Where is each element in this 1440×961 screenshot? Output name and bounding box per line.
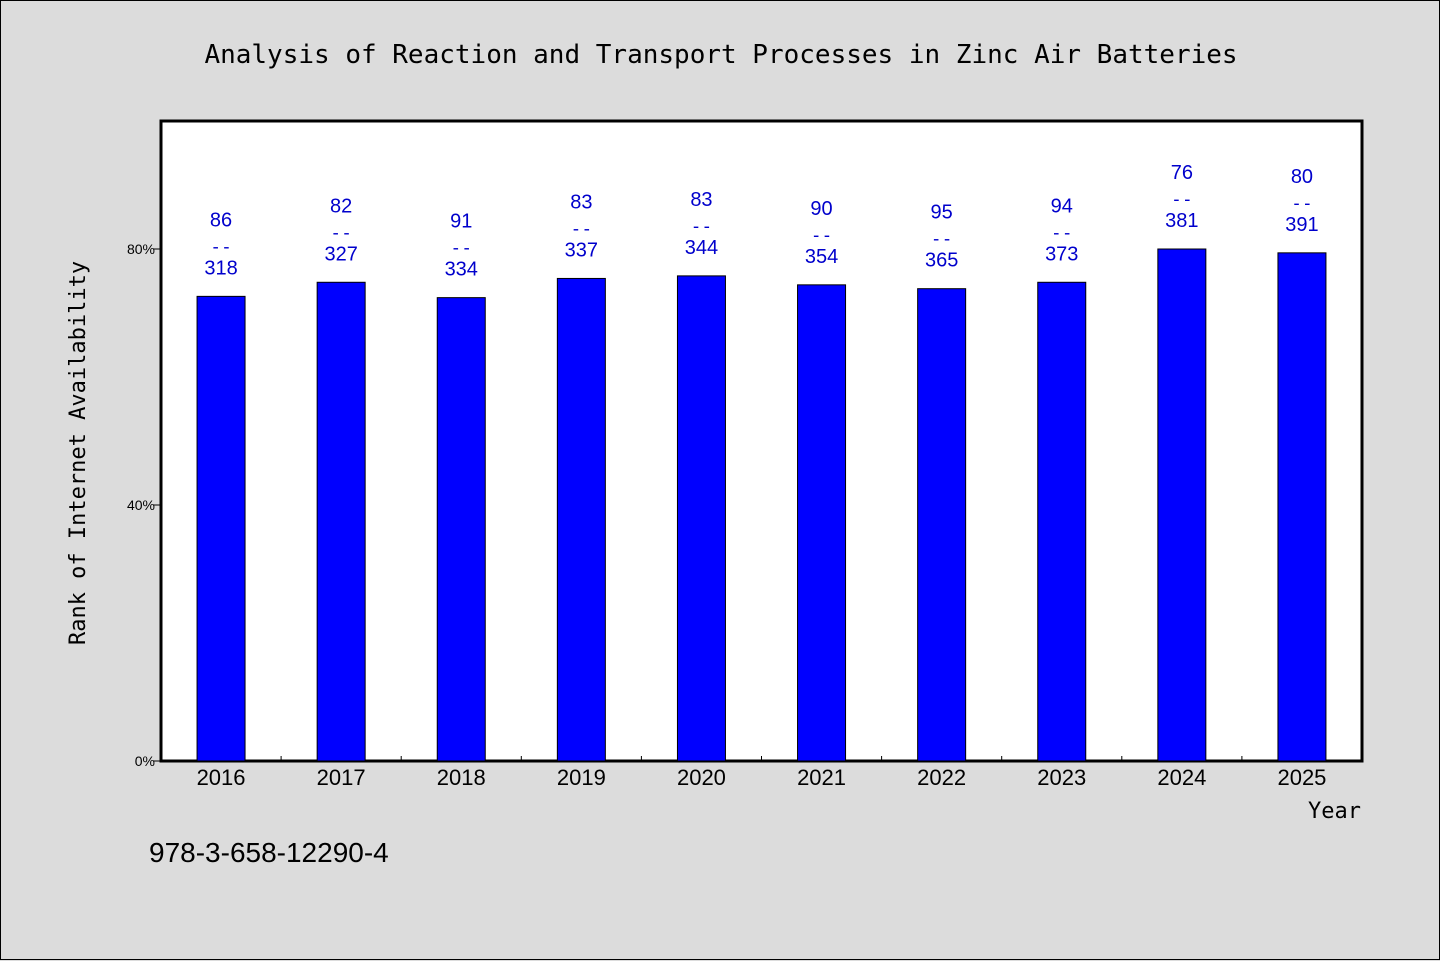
bar-label-bottom: 334 — [445, 259, 478, 281]
y-axis-ticks: 0% 40% 80% — [127, 241, 161, 769]
bar-label-bottom: 381 — [1165, 210, 1198, 232]
bar-label-separator: -- — [1171, 189, 1193, 210]
bar-label-separator: -- — [571, 218, 593, 239]
bar-label-separator: -- — [1291, 193, 1313, 214]
x-tick-label: 2024 — [1157, 765, 1206, 790]
y-tick-label: 80% — [127, 241, 155, 257]
bar-2022 — [917, 288, 967, 762]
x-axis-ticks: 2016 2017 2018 2019 2020 2021 2022 2023 2024 2025 — [197, 756, 1326, 790]
bar-2020 — [676, 275, 726, 762]
bar-label-bottom: 354 — [805, 246, 838, 268]
bar-2025 — [1277, 252, 1327, 762]
x-tick-label: 2020 — [677, 765, 726, 790]
x-tick-label: 2025 — [1277, 765, 1326, 790]
bar-label-separator: -- — [1051, 222, 1073, 243]
bar-label-bottom: 318 — [204, 257, 237, 279]
bar-label-top: 90 — [810, 198, 832, 220]
bar-label-top: 76 — [1171, 162, 1193, 184]
bar-label-top: 95 — [931, 202, 953, 224]
bar-label-separator: -- — [330, 222, 352, 243]
chart-title: Analysis of Reaction and Transport Proce… — [204, 40, 1237, 70]
x-axis-label: Year — [1308, 799, 1361, 824]
bar-label-top: 86 — [210, 209, 232, 231]
bar-label-bottom: 391 — [1285, 214, 1318, 236]
bar-2017 — [316, 281, 366, 762]
y-tick-label: 0% — [135, 753, 155, 769]
bars-group — [196, 248, 1327, 762]
bar-label-separator: -- — [210, 236, 232, 257]
x-tick-label: 2019 — [557, 765, 606, 790]
bar-2021 — [797, 284, 847, 762]
x-tick-label: 2022 — [917, 765, 966, 790]
bar-labels-group: 318--86327--82334--91337--83344--83354--… — [204, 162, 1318, 281]
isbn-text: 978-3-658-12290-4 — [149, 837, 389, 868]
bar-2016 — [196, 295, 246, 762]
x-tick-label: 2023 — [1037, 765, 1086, 790]
x-tick-label: 2016 — [197, 765, 246, 790]
bar-label-top: 80 — [1291, 166, 1313, 188]
bar-label-top: 83 — [690, 189, 712, 211]
bar-label-bottom: 327 — [324, 243, 357, 265]
y-axis-label: Rank of Internet Availability — [66, 261, 91, 645]
bar-2019 — [556, 277, 606, 762]
bar-2018 — [436, 297, 486, 762]
bar-label-top: 91 — [450, 211, 472, 233]
bar-label-separator: -- — [691, 216, 713, 237]
x-tick-label: 2021 — [797, 765, 846, 790]
y-tick-label: 40% — [127, 497, 155, 513]
bar-label-separator: -- — [931, 229, 953, 250]
bar-label-bottom: 365 — [925, 250, 958, 272]
bar-label-separator: -- — [811, 225, 833, 246]
bar-label-separator: -- — [450, 238, 472, 259]
bar-2024 — [1157, 248, 1207, 762]
bar-label-top: 94 — [1051, 195, 1073, 217]
bar-2023 — [1037, 281, 1087, 762]
bar-label-top: 83 — [570, 191, 592, 213]
bar-label-top: 82 — [330, 195, 352, 217]
x-tick-label: 2018 — [437, 765, 486, 790]
x-tick-label: 2017 — [317, 765, 366, 790]
bar-label-bottom: 373 — [1045, 243, 1078, 265]
bar-label-bottom: 337 — [565, 239, 598, 261]
bar-label-bottom: 344 — [685, 237, 718, 259]
